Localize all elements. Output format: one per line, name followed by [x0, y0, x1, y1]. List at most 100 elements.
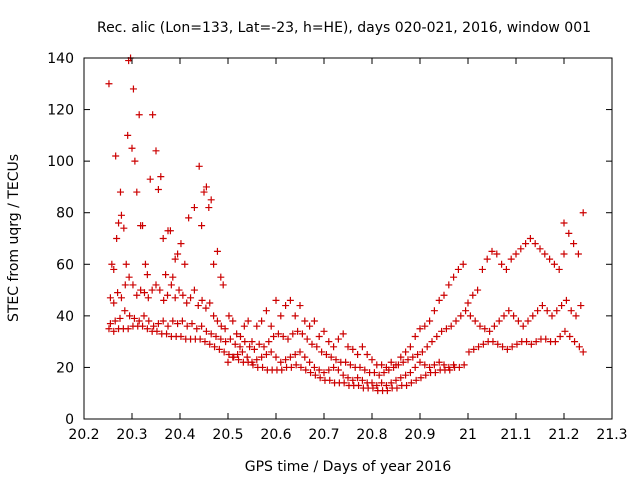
data-point [407, 379, 415, 387]
data-point [393, 384, 401, 392]
data-point [154, 320, 162, 328]
data-point [565, 229, 573, 237]
data-point [267, 322, 275, 330]
data-point [542, 335, 550, 343]
y-tick: 20 [56, 360, 612, 376]
data-point [241, 338, 249, 346]
data-point [236, 332, 244, 340]
data-point [445, 363, 453, 371]
data-point [198, 222, 206, 230]
data-point [258, 317, 266, 325]
data-point [303, 335, 311, 343]
data-point [157, 173, 165, 181]
data-point [464, 299, 472, 307]
data-point [183, 322, 191, 330]
data-point [179, 291, 187, 299]
data-point [414, 351, 422, 359]
y-tick: 80 [56, 206, 612, 222]
data-point [543, 307, 551, 315]
data-point [159, 235, 167, 242]
data-point [579, 209, 587, 217]
data-point [217, 322, 225, 330]
data-point [394, 361, 402, 369]
data-point [422, 371, 430, 379]
data-point [579, 348, 587, 356]
data-point [117, 294, 125, 302]
data-point [454, 265, 462, 273]
x-tick-label: 20.8 [356, 427, 387, 443]
data-point [171, 255, 179, 263]
data-point [514, 317, 522, 325]
data-point [135, 111, 143, 119]
data-point [125, 273, 133, 281]
data-point [210, 312, 218, 320]
y-axis-label: STEC from uqrg / TECUs [6, 154, 22, 322]
data-point [327, 353, 335, 361]
data-point [551, 338, 559, 346]
data-point [571, 338, 579, 346]
data-point [315, 366, 323, 374]
data-point [430, 307, 438, 315]
data-point [483, 255, 491, 263]
data-point [541, 250, 549, 258]
data-point [470, 345, 478, 353]
data-point [476, 322, 484, 330]
data-point [207, 330, 215, 338]
data-point [373, 381, 381, 389]
data-point [194, 302, 202, 310]
data-point [342, 358, 350, 366]
data-point [152, 281, 160, 289]
data-point [164, 322, 172, 330]
data-point [387, 379, 395, 387]
y-tick-label: 140 [47, 51, 74, 67]
data-point [219, 281, 227, 289]
data-point [164, 291, 172, 299]
data-point [206, 340, 214, 348]
data-point [479, 340, 487, 348]
data-point [128, 144, 136, 152]
data-point [272, 353, 280, 361]
data-point [452, 317, 460, 325]
data-point [402, 348, 410, 356]
data-point [560, 250, 568, 258]
data-point [356, 363, 364, 371]
data-point [316, 374, 324, 382]
data-point [115, 219, 123, 227]
data-point [524, 317, 532, 325]
data-point [358, 376, 366, 384]
data-point [526, 235, 534, 242]
data-point [465, 348, 473, 356]
x-tick-label: 21 [459, 427, 477, 443]
data-point [572, 312, 580, 320]
data-point [368, 379, 376, 387]
data-point [274, 330, 282, 338]
data-point [202, 183, 210, 191]
data-point [510, 312, 518, 320]
data-point [322, 351, 330, 359]
data-point [213, 247, 221, 255]
data-point [229, 317, 237, 325]
data-point [440, 291, 448, 299]
data-point [505, 307, 513, 315]
data-point [411, 332, 419, 340]
data-point [246, 343, 254, 351]
data-point [206, 299, 214, 307]
data-point [426, 317, 434, 325]
data-point [340, 379, 348, 387]
data-point [417, 374, 425, 382]
data-point [240, 322, 248, 330]
data-point [110, 265, 118, 273]
x-tick: 21.3 [596, 58, 628, 443]
x-tick: 20.7 [308, 58, 340, 443]
data-point [406, 369, 414, 377]
data-point [243, 353, 251, 361]
data-point [325, 366, 333, 374]
x-tick-label: 21.1 [500, 427, 531, 443]
data-point [339, 371, 347, 379]
data-point [311, 371, 319, 379]
data-point [301, 317, 309, 325]
data-point [450, 273, 458, 281]
data-point [175, 286, 183, 294]
x-tick: 21.2 [548, 58, 580, 443]
data-point [294, 327, 302, 335]
